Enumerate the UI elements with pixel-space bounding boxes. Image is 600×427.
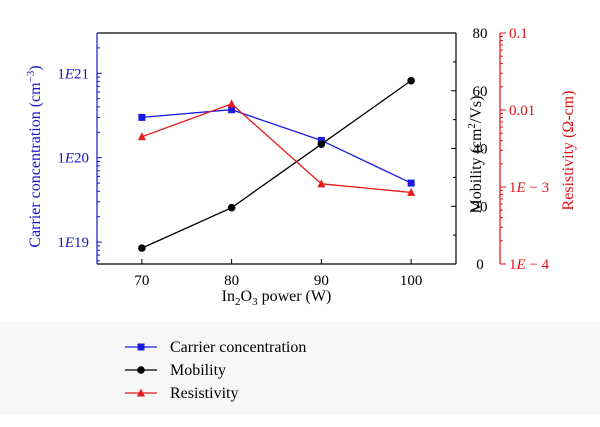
resistivity-point: [227, 99, 236, 108]
carrier-concentration-line: [141, 109, 412, 184]
resistivity-tick-label: 1E − 4: [509, 257, 550, 273]
legend-resistivity-marker: [137, 388, 145, 397]
x-tick-label: 80: [224, 273, 239, 289]
resistivity-tick-label: 1E − 3: [509, 180, 549, 196]
left-tick-label: 1E21: [57, 66, 89, 82]
legend-carrier-concentration-label: Carrier concentration: [170, 339, 306, 356]
mobility-point: [407, 76, 415, 85]
legend-mobility-marker: [137, 366, 145, 374]
mobility-tick-label: 60: [473, 84, 488, 100]
mobility-point: [317, 140, 326, 148]
mobility-tick-label: 0: [476, 257, 484, 273]
mobility-line: [141, 80, 412, 249]
mobility-tick-label: 80: [473, 26, 488, 42]
legend-resistivity-label: Resistivity: [170, 385, 238, 402]
mobility-point: [138, 244, 146, 252]
mobility-tick-label: 20: [473, 199, 488, 215]
resistivity-tick-label: 0.1: [509, 26, 528, 42]
resistivity-point: [317, 179, 326, 188]
resistivity-point: [407, 187, 416, 196]
mobility-axis-title: Mobility (cm2/Vs): [466, 96, 485, 214]
carrier-concentration-point: [228, 106, 236, 114]
legend-mobility-label: Mobility: [170, 362, 226, 379]
legend-panel: [0, 322, 600, 415]
resistivity-line: [141, 103, 412, 194]
legend-carrier-concentration-marker: [137, 343, 145, 351]
carrier-concentration-point: [407, 179, 415, 187]
left-tick-label: 1E19: [57, 235, 89, 251]
mobility-point: [227, 203, 236, 212]
left-axis-title: Carrier concentration (cm−3): [25, 65, 44, 247]
x-tick-label: 100: [400, 273, 423, 289]
left-tick-label: 1E20: [57, 151, 89, 167]
resistivity-axis-title: Resistivity (Ω-cm): [560, 91, 577, 211]
mobility-tick-label: 40: [473, 142, 488, 158]
x-tick-label: 90: [314, 273, 329, 289]
x-tick-label: 70: [134, 273, 149, 289]
carrier-concentration-point: [138, 113, 146, 121]
resistivity-point: [137, 132, 146, 141]
x-axis-title: In2O3 power (W): [222, 288, 332, 308]
resistivity-tick-label: 0.01: [509, 103, 535, 119]
